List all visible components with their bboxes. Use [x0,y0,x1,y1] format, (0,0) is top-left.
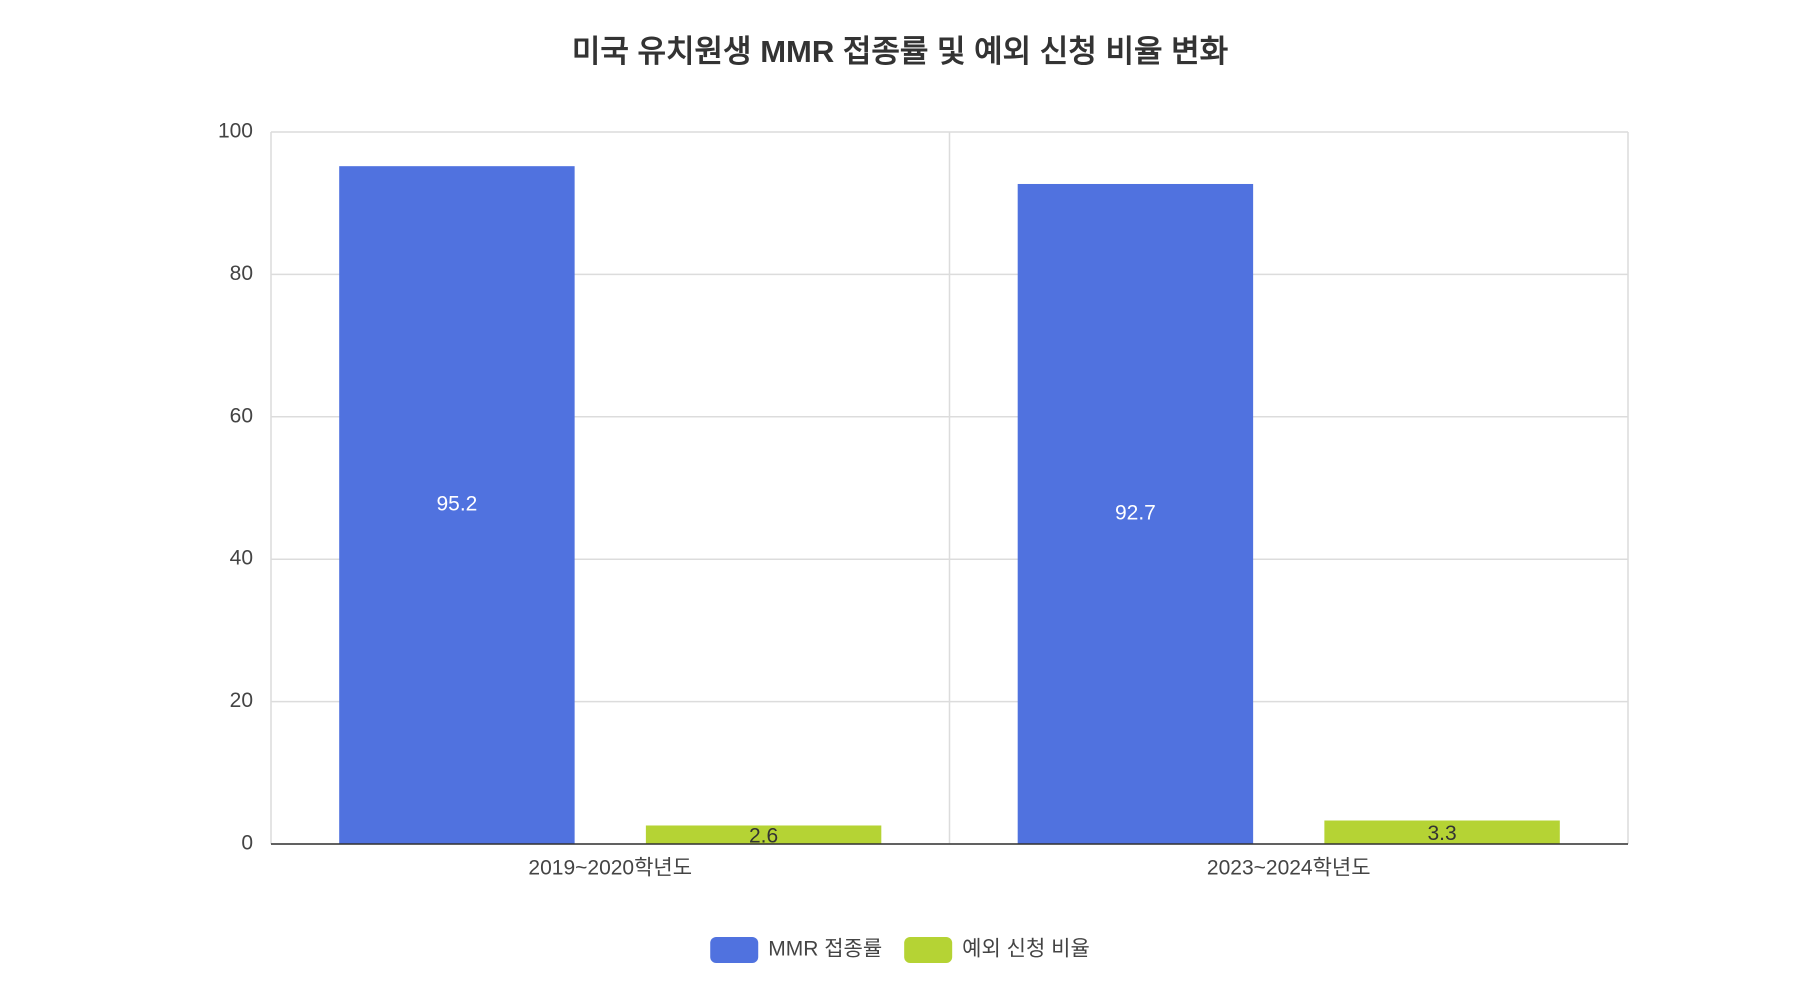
legend-label: MMR 접종률 [768,938,882,961]
y-tick-label: 80 [230,262,253,285]
y-tick-label: 0 [241,832,253,855]
y-tick-label: 100 [218,120,253,143]
bar [1324,820,1560,844]
bar [645,825,882,844]
bar [1017,183,1254,844]
legend-label: 예외 신청 비율 [962,938,1090,961]
bar [339,166,575,844]
x-tick-label: 2023~2024학년도 [1207,857,1371,880]
value-label: 3.3 [1427,822,1456,845]
x-tick-label: 2019~2020학년도 [528,857,692,880]
legend-swatch [904,937,953,963]
y-tick-label: 60 [230,404,253,427]
y-tick-label: 20 [230,689,253,712]
y-tick-label: 40 [230,547,253,570]
legend-swatch [710,937,759,963]
value-label: 92.7 [1115,502,1156,525]
value-label: 95.2 [436,493,477,516]
value-label: 2.6 [749,824,778,847]
chart-title: 미국 유치원생 MMR 접종률 및 예외 신청 비율 변화 [572,34,1229,69]
